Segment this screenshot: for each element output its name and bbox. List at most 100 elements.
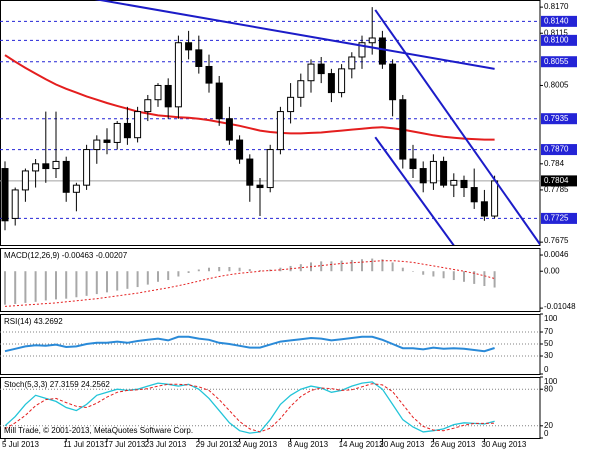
pane-frame	[0, 0, 541, 246]
macd-bar	[473, 271, 476, 284]
trendline	[94, 0, 495, 70]
candle-body	[215, 82, 223, 120]
macd-bar	[401, 267, 404, 272]
candle-body	[11, 189, 19, 219]
price-plot	[0, 0, 540, 245]
candle-body	[174, 42, 182, 108]
x-tick-label: 17 Jul 2013	[104, 440, 146, 449]
x-tick-label: 5 Jul 2013	[2, 440, 39, 449]
footnote: Mill Trade, © 2001-2013, MetaQuotes Soft…	[4, 426, 193, 435]
candle-body	[205, 65, 213, 84]
candle-body	[246, 158, 254, 186]
current-price-box	[541, 175, 577, 187]
candle-body	[399, 99, 407, 160]
macd-bar	[208, 267, 210, 272]
candle-body	[327, 73, 335, 94]
macd-bar	[381, 259, 384, 272]
candle-body	[460, 179, 468, 189]
macd-bar	[391, 262, 394, 272]
level-label: 0.7870	[544, 145, 569, 154]
candle-body	[378, 37, 386, 65]
macd-bar	[320, 261, 323, 272]
candle-body	[317, 63, 325, 75]
candle-body	[256, 184, 264, 189]
candle-body	[480, 201, 488, 217]
candle-body	[42, 163, 50, 170]
pane-title: MACD(12,26,9) -0.00463 -0.00207	[4, 251, 128, 260]
macd-bar	[330, 261, 333, 272]
candle-body	[72, 184, 80, 193]
y-tick-label: 0.7675	[544, 236, 569, 245]
x-tick-label: 2 Aug 2013	[237, 440, 278, 449]
y-tick-label: 0.8005	[544, 81, 569, 90]
candle-body	[419, 168, 427, 184]
macd-bar	[452, 271, 455, 281]
macd-bar	[116, 271, 119, 291]
x-tick-label: 30 Aug 2013	[481, 440, 526, 449]
x-tick-label: 8 Aug 2013	[288, 440, 329, 449]
macd-bar	[75, 271, 78, 298]
level-label-box	[541, 15, 577, 27]
macd-bar	[126, 271, 129, 289]
candle-body	[103, 139, 111, 143]
level-label: 0.8055	[544, 57, 569, 66]
macd-bar	[187, 271, 190, 273]
candle-body	[123, 122, 131, 139]
macd-bar	[136, 271, 139, 288]
trendline	[374, 9, 540, 245]
stoch-plot	[4, 381, 495, 434]
macd-bar	[279, 267, 282, 272]
macd-bar	[24, 271, 27, 303]
candle-body	[144, 99, 152, 113]
macd-bar	[299, 264, 302, 272]
x-tick-label: 11 Jul 2013	[63, 440, 104, 449]
y-tick-label: 50	[544, 339, 553, 348]
current-price-label: 0.7804	[544, 176, 569, 185]
level-label: 0.7725	[544, 214, 569, 223]
y-tick-label: 0.0046	[544, 250, 569, 259]
macd-bar	[493, 271, 496, 288]
candle-body	[440, 160, 448, 186]
y-tick-label: 0.8170	[544, 2, 569, 11]
stoch-signal	[4, 383, 495, 433]
candle-body	[348, 56, 356, 70]
macd-bar	[157, 271, 159, 282]
rsi-plot	[4, 335, 495, 353]
candle-body	[287, 96, 295, 113]
macd-bar	[350, 259, 353, 272]
candle-body	[368, 37, 376, 44]
candle-body	[236, 139, 244, 160]
macd-bar	[361, 259, 363, 272]
level-label-box	[541, 56, 577, 68]
candle-body	[154, 84, 162, 101]
candle-body	[185, 42, 193, 51]
level-label-box	[541, 144, 577, 156]
macd-bar	[65, 271, 68, 299]
x-tick-label: 29 Jul 2013	[196, 440, 238, 449]
candle-body	[266, 149, 274, 189]
macd-bar	[432, 271, 435, 277]
candle-body	[93, 139, 101, 151]
level-label-box	[541, 34, 577, 46]
macd-bar	[483, 271, 486, 287]
x-tick-label: 23 Jul 2013	[145, 440, 187, 449]
macd-bar	[167, 271, 170, 281]
level-label: 0.8140	[544, 16, 569, 25]
macd-bar	[442, 271, 445, 279]
candle-body	[297, 80, 305, 98]
candle-body	[429, 160, 437, 184]
macd-bar	[463, 271, 465, 282]
y-tick-label: 20	[544, 421, 553, 430]
level-label-box	[541, 113, 577, 125]
y-tick-label: 0	[544, 429, 549, 438]
candle-body	[338, 68, 346, 94]
macd-bar	[146, 271, 149, 285]
candle-body	[491, 180, 499, 217]
candle-body	[307, 63, 315, 82]
macd-bar	[228, 267, 231, 272]
macd-bar	[412, 271, 414, 272]
y-tick-label: 100	[544, 377, 558, 386]
macd-bar	[238, 267, 241, 272]
y-tick-label: 30	[544, 351, 553, 360]
